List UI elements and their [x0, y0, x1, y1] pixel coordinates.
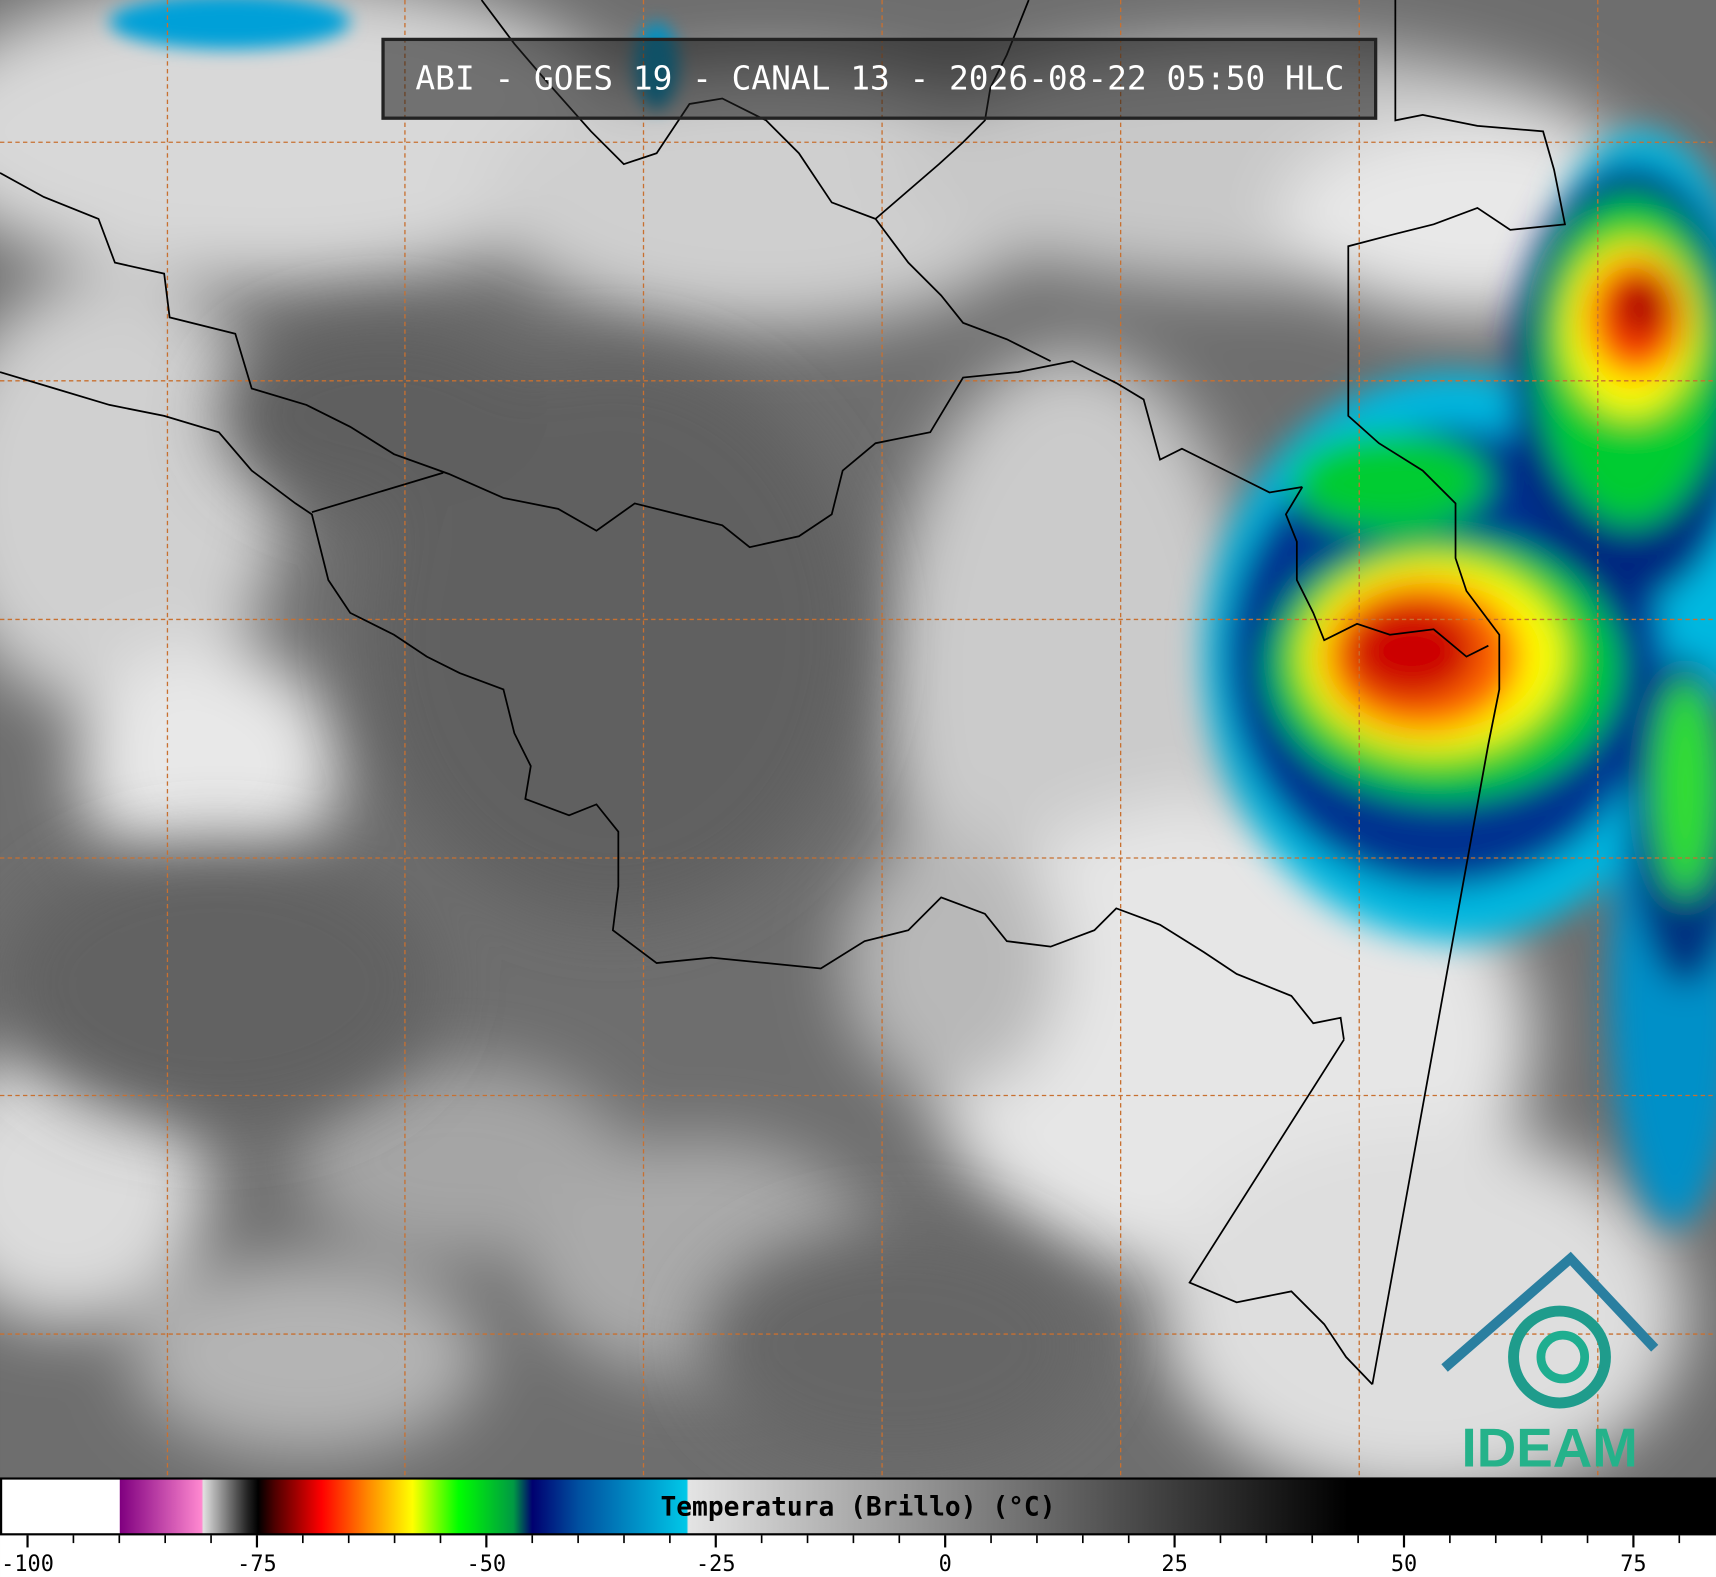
border [1347, 0, 1567, 1385]
border [1188, 1039, 1373, 1385]
colorbar-ramp [0, 1477, 1716, 1536]
logo-text: IDEAM [1462, 1416, 1638, 1478]
graticule [0, 0, 1716, 1478]
colorbar-tick-label: 25 [1161, 1552, 1187, 1577]
title-box [381, 37, 1378, 120]
border [0, 371, 1345, 1040]
logo-mountain [1441, 1251, 1659, 1372]
borders [0, 0, 1567, 1385]
colorbar-tick-label: -100 [1, 1552, 54, 1577]
clouds-dark [0, 317, 1095, 1467]
parallels [0, 141, 1716, 1335]
title: ABI - GOES 19 - CANAL 13 - 2026-08-22 05… [415, 59, 1344, 97]
logo: IDEAM [1441, 1251, 1659, 1478]
colorbar-tick-label: 50 [1391, 1552, 1417, 1577]
colorbar-tick-label: 75 [1620, 1552, 1646, 1577]
logo-spiral [1508, 1305, 1611, 1409]
border [311, 471, 444, 514]
logo-spiral [1536, 1330, 1590, 1384]
cloud-imagery [0, 0, 1716, 1500]
meridians [166, 0, 1599, 1478]
border [1284, 486, 1489, 658]
colorbar-label: Temperatura (Brillo) (°C) [660, 1493, 1055, 1523]
colorbar: Temperatura (Brillo) (°C) [0, 1477, 1716, 1577]
colorbar-tick-label: -75 [237, 1552, 277, 1577]
colorbar-tick-label: -50 [467, 1552, 507, 1577]
colorbar-tick-label: 0 [939, 1552, 952, 1577]
storm [1203, 131, 1716, 1226]
border [0, 172, 1303, 549]
colorbar-tick-label: -25 [696, 1552, 736, 1577]
